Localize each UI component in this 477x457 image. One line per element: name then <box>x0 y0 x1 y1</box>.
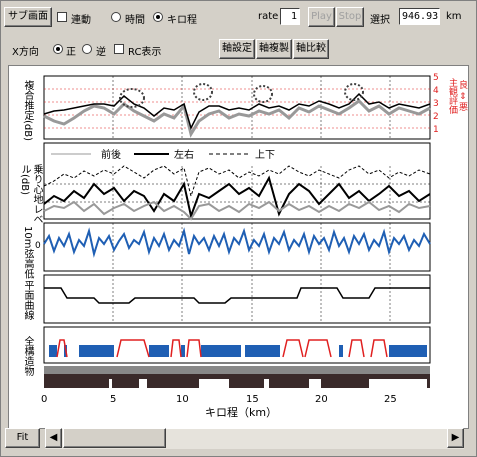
structures-red-outlines <box>56 339 388 358</box>
panel-curve-grid <box>112 275 391 323</box>
ride-longitudinal-gray <box>43 200 431 221</box>
time-radio[interactable] <box>111 12 121 22</box>
axis-compare-button[interactable]: 軸比較 <box>293 39 329 59</box>
rate-label: rate <box>258 11 279 22</box>
scroll-right-button[interactable]: ▶ <box>447 428 464 448</box>
ride-lateral-black <box>43 175 431 220</box>
x-axis-ticks: 0 5 10 15 20 25 <box>41 394 397 405</box>
svg-text:1: 1 <box>433 125 439 135</box>
panel-curve <box>43 274 431 324</box>
select-label: 選択 <box>370 15 390 26</box>
reverse-radio[interactable] <box>82 44 92 54</box>
select-unit: km <box>446 11 462 22</box>
play-button[interactable]: Play <box>308 7 335 27</box>
legend-longitudinal: 前後 <box>101 148 121 161</box>
highlight-circle <box>119 88 145 108</box>
panel-composite-label: 複合推定(dB) <box>22 80 33 142</box>
km-radio[interactable] <box>153 12 163 22</box>
svg-text:3: 3 <box>433 99 439 109</box>
svg-text:0: 0 <box>41 394 47 405</box>
structures-strip-gaps <box>109 379 427 388</box>
panel-10m-chord-label: 10m弦高低 <box>22 226 33 279</box>
scroll-left-icon: ◀ <box>49 432 58 443</box>
composite-gray-line <box>43 99 431 138</box>
panel-10m-chord <box>43 222 431 272</box>
svg-text:20: 20 <box>315 394 328 405</box>
svg-text:5: 5 <box>110 394 116 405</box>
svg-text:5: 5 <box>433 73 439 83</box>
sub-screen-button[interactable]: サブ画面 <box>4 7 52 27</box>
svg-text:10: 10 <box>176 394 189 405</box>
select-input[interactable]: 946.93 <box>399 8 440 25</box>
svg-text:25: 25 <box>384 394 397 405</box>
highlight-circle <box>253 85 273 103</box>
km-label: キロ程 <box>167 15 197 26</box>
rc-label: RC表示 <box>128 47 162 58</box>
rate-input[interactable]: 1 <box>280 8 300 25</box>
panel-structures-label: 全構造物 <box>22 336 33 376</box>
reverse-label: 逆 <box>96 47 106 58</box>
svg-text:4: 4 <box>433 86 439 96</box>
panel-ride-level-grid <box>44 166 430 219</box>
axis-setting-button[interactable]: 軸設定 <box>219 39 255 59</box>
panel-composite-grid <box>112 76 391 139</box>
scroll-right-icon: ▶ <box>451 432 460 443</box>
curve-line <box>44 287 430 304</box>
stop-button[interactable]: Stop <box>336 7 364 27</box>
legend-lateral: 左右 <box>174 148 194 161</box>
panel-ride-level <box>43 142 431 220</box>
structures-blue-bars <box>49 345 427 357</box>
highlight-circle <box>193 83 213 101</box>
svg-text:15: 15 <box>246 394 259 405</box>
axis-copy-button[interactable]: 軸複製 <box>256 39 292 59</box>
plot-area: 5 4 3 2 1 前後 左右 上下 <box>8 65 469 429</box>
rc-checkbox[interactable] <box>114 44 124 54</box>
panel-composite-right-ticks: 5 4 3 2 1 <box>433 73 439 135</box>
panel-composite-right-label: 主観評価 <box>447 78 457 114</box>
link-checkbox[interactable] <box>57 12 67 22</box>
fit-button[interactable]: Fit <box>5 428 40 448</box>
panel-ride-level-label: 乗り心地レベル(dB) <box>19 164 42 224</box>
composite-black-line <box>43 92 431 131</box>
forward-label: 正 <box>66 47 76 58</box>
panel-composite-right-sub: 良 ⇔ 悪 <box>457 80 467 112</box>
svg-text:2: 2 <box>433 112 439 122</box>
ride-vertical-dashed <box>43 165 431 198</box>
link-label: 連動 <box>71 15 91 26</box>
structures-strip-gray <box>44 366 430 374</box>
x-axis-label: キロ程（km） <box>205 406 277 419</box>
forward-radio[interactable] <box>53 44 63 54</box>
panel-10m-chord-zero: 0 <box>35 241 41 251</box>
x-direction-label: X方向 <box>12 47 39 58</box>
legend-vertical: 上下 <box>255 149 275 161</box>
panel-curve-label: 平面曲線 <box>22 280 33 320</box>
time-label: 時間 <box>125 15 145 26</box>
highlight-circle <box>344 83 364 101</box>
scroll-left-button[interactable]: ◀ <box>45 428 62 448</box>
scroll-thumb[interactable] <box>63 428 166 448</box>
chord-blue-trace <box>43 227 431 258</box>
